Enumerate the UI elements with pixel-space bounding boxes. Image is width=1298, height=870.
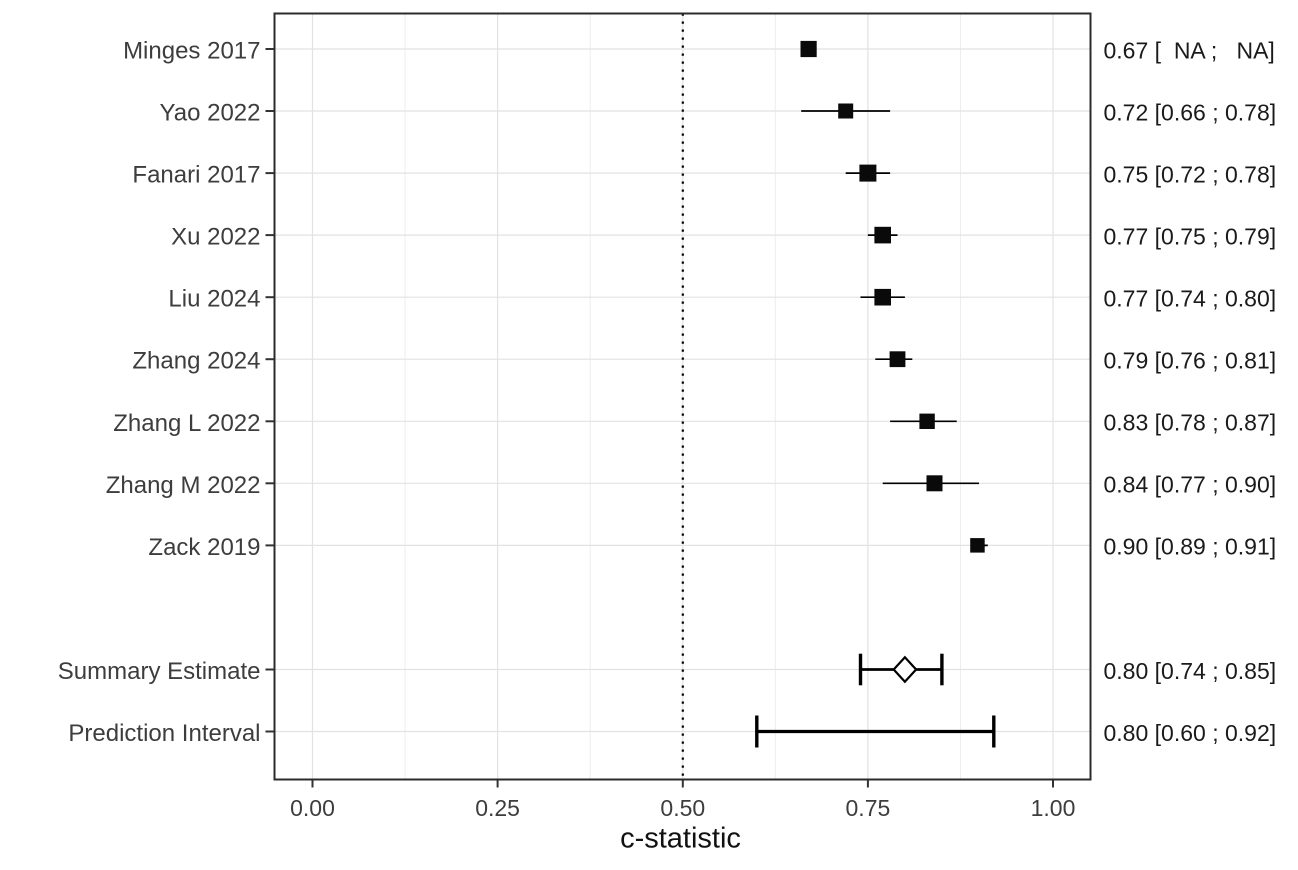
svg-text:Minges 2017: Minges 2017: [123, 38, 260, 65]
svg-text:0.72 [0.66 ; 0.78]: 0.72 [0.66 ; 0.78]: [1104, 99, 1277, 125]
svg-text:0.75 [0.72 ; 0.78]: 0.75 [0.72 ; 0.78]: [1104, 161, 1277, 187]
svg-text:0.50: 0.50: [660, 795, 705, 821]
svg-text:0.80 [0.60 ; 0.92]: 0.80 [0.60 ; 0.92]: [1104, 720, 1277, 746]
svg-text:0.67 [ NA ; NA]: 0.67 [ NA ; NA]: [1104, 37, 1275, 63]
svg-text:Zack 2019: Zack 2019: [148, 534, 260, 561]
svg-text:0.80 [0.74 ; 0.85]: 0.80 [0.74 ; 0.85]: [1104, 658, 1277, 684]
svg-text:Prediction Interval: Prediction Interval: [68, 720, 260, 747]
svg-text:0.79 [0.76 ; 0.81]: 0.79 [0.76 ; 0.81]: [1104, 348, 1277, 374]
svg-text:0.77 [0.75 ; 0.79]: 0.77 [0.75 ; 0.79]: [1104, 223, 1277, 249]
svg-text:1.00: 1.00: [1031, 795, 1076, 821]
svg-text:Yao 2022: Yao 2022: [160, 100, 261, 127]
svg-text:0.84 [0.77 ; 0.90]: 0.84 [0.77 ; 0.90]: [1104, 472, 1277, 498]
svg-text:Zhang M 2022: Zhang M 2022: [106, 472, 261, 499]
svg-text:Zhang L 2022: Zhang L 2022: [113, 410, 260, 437]
svg-text:0.77 [0.74 ; 0.80]: 0.77 [0.74 ; 0.80]: [1104, 286, 1277, 312]
svg-text:Xu 2022: Xu 2022: [171, 224, 260, 251]
svg-text:Zhang 2024: Zhang 2024: [132, 348, 260, 375]
svg-text:0.75: 0.75: [846, 795, 891, 821]
svg-text:Liu 2024: Liu 2024: [168, 286, 260, 313]
svg-text:Fanari 2017: Fanari 2017: [132, 162, 260, 189]
svg-text:Summary Estimate: Summary Estimate: [58, 658, 261, 685]
svg-text:0.83 [0.78 ; 0.87]: 0.83 [0.78 ; 0.87]: [1104, 410, 1277, 436]
svg-text:0.00: 0.00: [290, 795, 335, 821]
svg-text:0.25: 0.25: [475, 795, 520, 821]
svg-text:c-statistic: c-statistic: [620, 822, 741, 854]
svg-text:0.90 [0.89 ; 0.91]: 0.90 [0.89 ; 0.91]: [1104, 534, 1277, 560]
